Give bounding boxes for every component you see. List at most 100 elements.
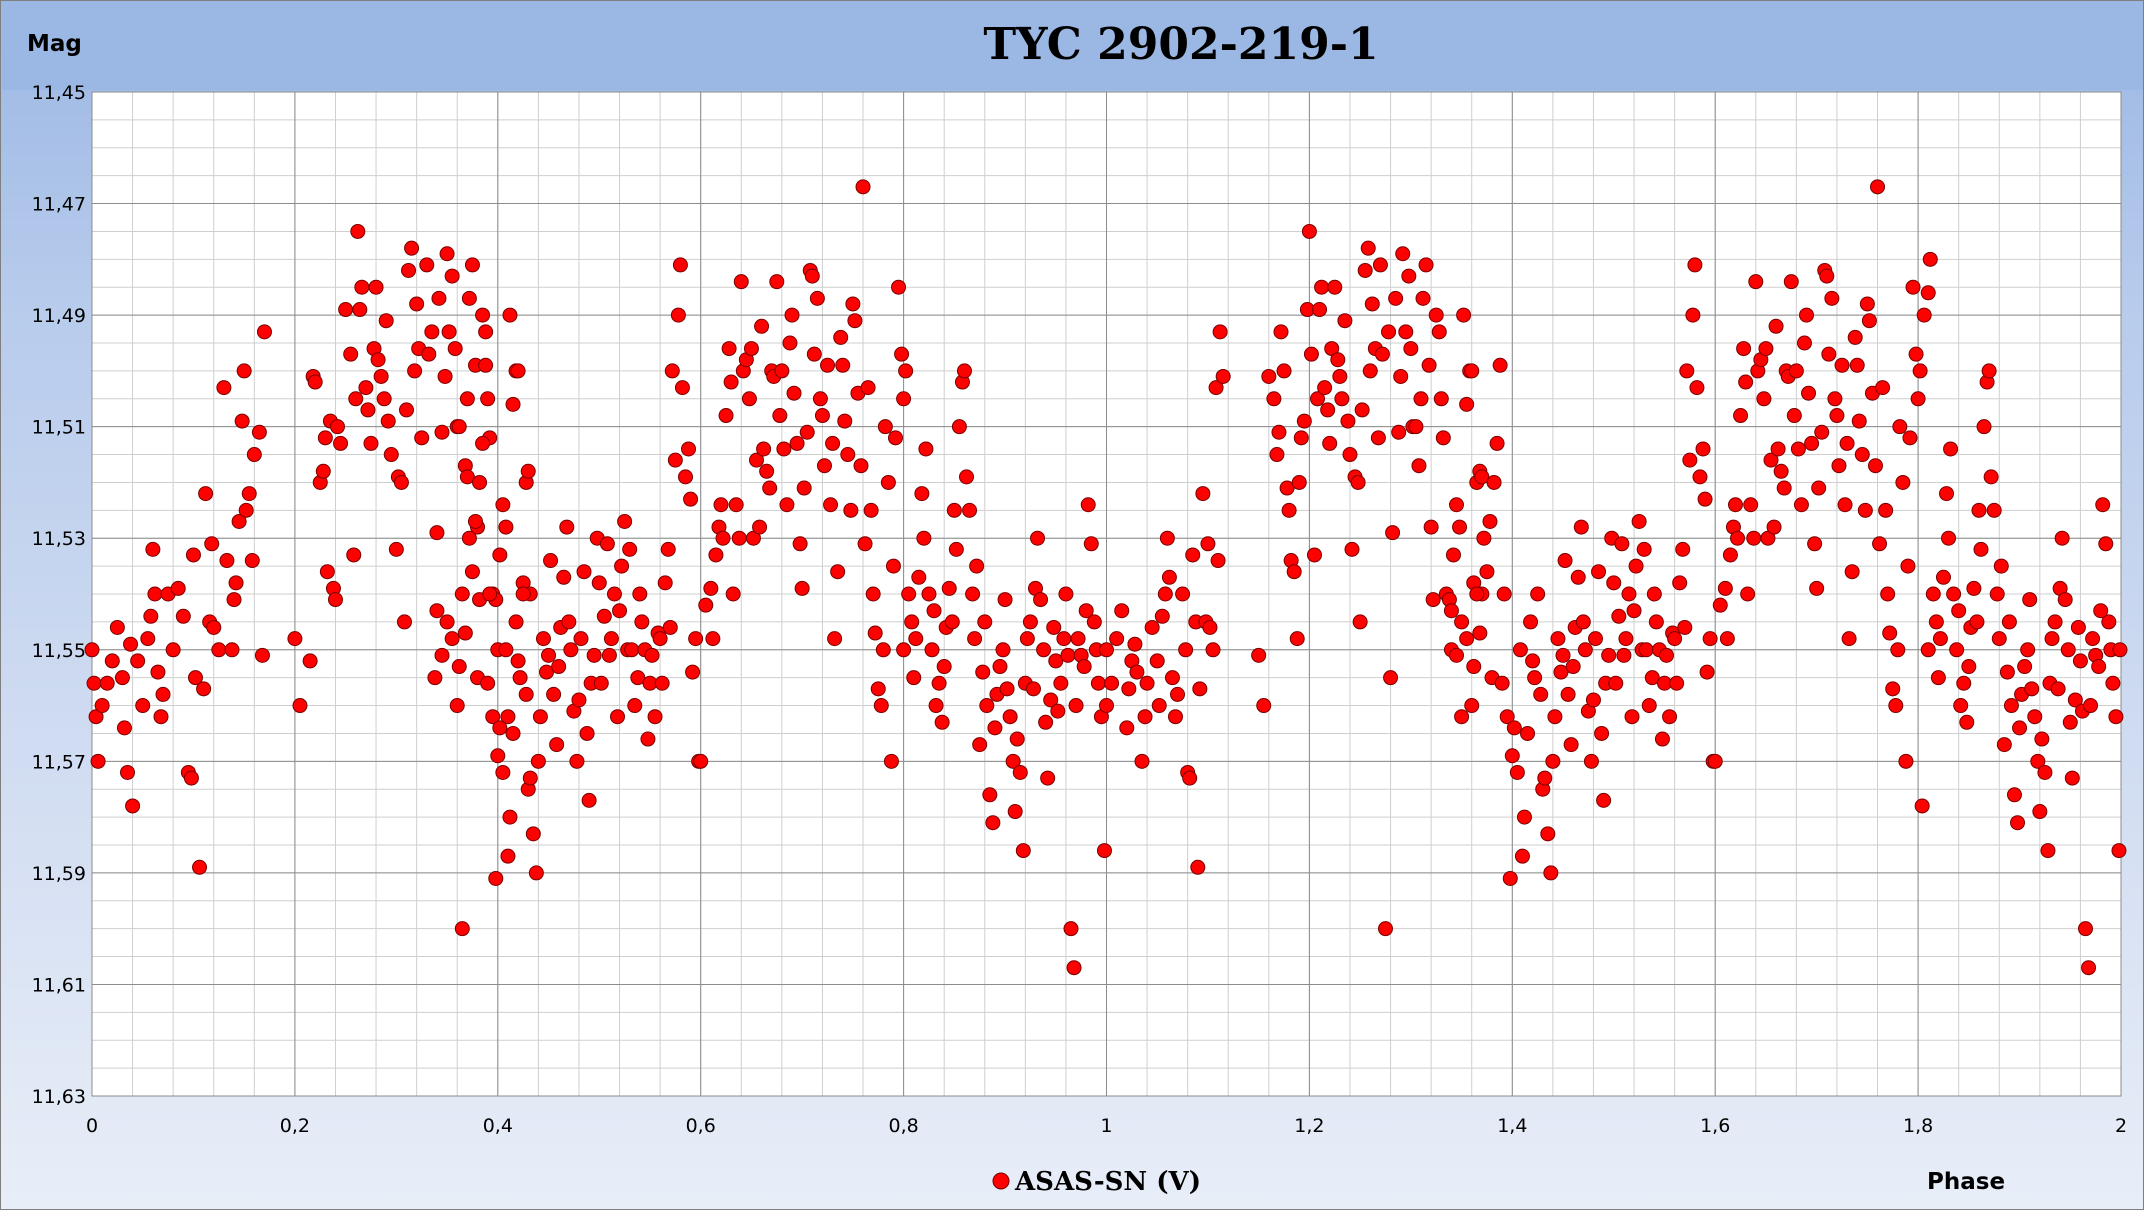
data-point	[2108, 709, 2124, 725]
data-point	[825, 435, 841, 451]
data-point	[1127, 636, 1143, 652]
data-point	[855, 179, 871, 195]
x-tick-label: 1,6	[1700, 1115, 1730, 1137]
data-point	[522, 770, 538, 786]
data-point	[1383, 670, 1399, 686]
y-tick-label: 11,49	[32, 305, 86, 327]
data-point	[251, 424, 267, 440]
data-point	[1374, 346, 1390, 362]
data-point	[987, 720, 1003, 736]
data-point	[877, 419, 893, 435]
data-point	[1993, 558, 2009, 574]
data-point	[723, 374, 739, 390]
data-point	[820, 357, 836, 373]
data-point	[1638, 642, 1654, 658]
data-point	[120, 764, 136, 780]
data-point	[898, 363, 914, 379]
data-point	[1707, 753, 1723, 769]
data-point	[2112, 642, 2128, 658]
data-point	[2098, 536, 2114, 552]
data-point	[1801, 385, 1817, 401]
data-point	[86, 675, 102, 691]
data-point	[1530, 586, 1546, 602]
data-point	[90, 753, 106, 769]
data-point	[1553, 664, 1569, 680]
data-point	[1829, 408, 1845, 424]
data-point	[843, 502, 859, 518]
data-point	[911, 569, 927, 585]
data-point	[354, 279, 370, 295]
data-point	[1395, 246, 1411, 262]
data-point	[1306, 547, 1322, 563]
data-point	[360, 402, 376, 418]
data-point	[2067, 692, 2083, 708]
data-point	[196, 681, 212, 697]
data-point	[532, 709, 548, 725]
data-point	[1449, 497, 1465, 513]
data-point	[1811, 480, 1827, 496]
data-point	[1766, 519, 1782, 535]
data-point	[921, 586, 937, 602]
data-point	[977, 614, 993, 630]
y-tick-label: 11,55	[32, 640, 86, 662]
data-point	[388, 541, 404, 557]
data-point	[1164, 670, 1180, 686]
data-point	[1867, 458, 1883, 474]
data-point	[467, 513, 483, 529]
data-point	[419, 257, 435, 273]
data-point	[1837, 497, 1853, 513]
data-point	[114, 670, 130, 686]
data-point	[1464, 363, 1480, 379]
data-point	[754, 318, 770, 334]
data-point	[830, 564, 846, 580]
data-point	[794, 580, 810, 596]
data-point	[997, 592, 1013, 608]
data-point	[1770, 441, 1786, 457]
data-point	[1159, 530, 1175, 546]
data-point	[596, 608, 612, 624]
data-point	[1334, 391, 1350, 407]
data-point	[756, 441, 772, 457]
data-point	[853, 458, 869, 474]
data-point	[1472, 625, 1488, 641]
data-point	[1456, 307, 1472, 323]
data-point	[454, 586, 470, 602]
data-point	[480, 391, 496, 407]
data-point	[502, 307, 518, 323]
data-point	[833, 329, 849, 345]
data-point	[891, 279, 907, 295]
y-tick-label: 11,51	[32, 417, 86, 439]
data-point	[1190, 859, 1206, 875]
data-point	[1641, 698, 1657, 714]
data-point	[782, 335, 798, 351]
data-point	[1350, 474, 1366, 490]
data-point	[1327, 279, 1343, 295]
data-point	[2081, 960, 2097, 976]
data-point	[153, 709, 169, 725]
data-point	[2010, 815, 2026, 831]
data-point	[1496, 586, 1512, 602]
data-point	[1922, 251, 1938, 267]
data-point	[1066, 960, 1082, 976]
data-point	[827, 631, 843, 647]
data-point	[2017, 659, 2033, 675]
data-point	[591, 575, 607, 591]
data-point	[614, 558, 630, 574]
data-point	[1459, 631, 1475, 647]
x-tick-label: 0	[86, 1115, 98, 1137]
data-point	[883, 753, 899, 769]
data-point	[752, 519, 768, 535]
data-point	[226, 592, 242, 608]
data-point	[414, 430, 430, 446]
data-point	[662, 619, 678, 635]
data-point	[667, 452, 683, 468]
data-point	[926, 603, 942, 619]
data-point	[454, 921, 470, 937]
data-point	[1783, 274, 1799, 290]
data-point	[1139, 675, 1155, 691]
data-point	[1370, 430, 1386, 446]
data-point	[1301, 223, 1317, 239]
data-point	[769, 274, 785, 290]
data-point	[1898, 753, 1914, 769]
